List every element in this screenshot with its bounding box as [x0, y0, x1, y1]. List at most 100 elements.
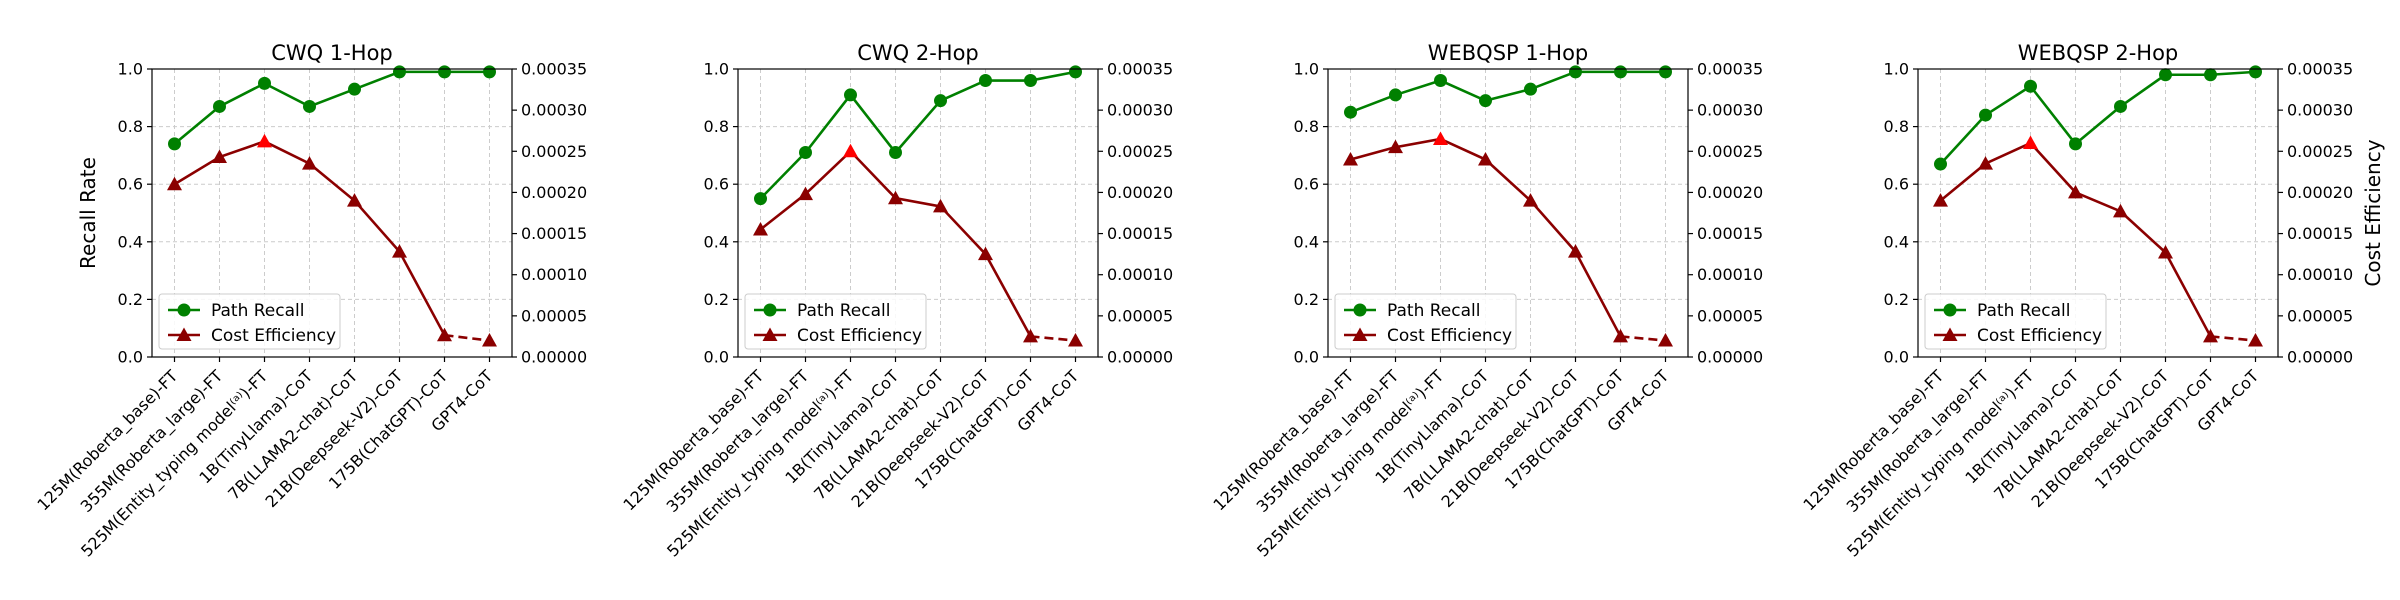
data-point — [1658, 333, 1673, 347]
data-point — [482, 333, 497, 347]
legend-label: Cost Efficiency — [797, 326, 922, 346]
y-tick-label: 1.0 — [1294, 60, 1319, 79]
y-right-tick-label: 0.00000 — [1107, 348, 1173, 367]
series-line — [1350, 70, 1666, 114]
data-point — [2248, 333, 2263, 347]
y-tick-label: 0.0 — [1294, 348, 1319, 367]
x-tick-label: 525M(Entity_typing model⁽ᵃ⁾)-FT — [1253, 366, 1448, 561]
legend-label: Cost Efficiency — [211, 326, 336, 346]
data-point — [1023, 328, 1038, 343]
series-line-dashed — [444, 333, 490, 342]
legend-label: Cost Efficiency — [1387, 326, 1512, 346]
y-right-tick-label: 0.00035 — [1697, 60, 1763, 79]
data-point — [258, 76, 271, 90]
y-right-tick-label: 0.00025 — [1697, 142, 1763, 161]
chart-title: WEBQSP 1-Hop — [1428, 41, 1589, 65]
legend-box — [744, 293, 927, 350]
plot-frame — [151, 68, 513, 358]
data-point — [302, 156, 317, 170]
y-tick-label: 0.8 — [704, 117, 729, 136]
y-right-tick-label: 0.00020 — [1697, 183, 1763, 202]
legend-label: Path Recall — [1387, 301, 1480, 321]
legend-marker — [762, 327, 778, 341]
chart-panel: WEBQSP 2-Hop 0.0 0.2 0.4 0.6 0.8 1.0 0.00000 0.0… — [1799, 41, 2385, 561]
legend: Path Recall Cost Efficiency — [158, 293, 341, 350]
y-right-tick-label: 0.00000 — [1697, 348, 1763, 367]
plot-frame — [1327, 68, 1689, 358]
y-tick-label: 0.0 — [1884, 348, 1909, 367]
data-point — [168, 137, 181, 151]
data-point — [1569, 65, 1582, 79]
y-tick-label: 0.8 — [118, 117, 143, 136]
data-point — [978, 246, 993, 261]
data-point — [798, 186, 813, 201]
data-point — [392, 244, 407, 258]
series-line — [1939, 70, 2256, 165]
data-point — [1068, 333, 1083, 347]
chart-title: CWQ 1-Hop — [271, 41, 393, 65]
y-right-tick-label: 0.00015 — [521, 224, 587, 243]
y-tick-label: 0.2 — [118, 290, 143, 309]
data-point — [438, 65, 451, 79]
data-point — [1434, 74, 1447, 88]
data-point — [393, 65, 406, 79]
chart-title: WEBQSP 2-Hop — [2018, 41, 2179, 65]
y-right-tick-label: 0.00025 — [2287, 142, 2353, 161]
y-right-tick-label: 0.00030 — [1107, 101, 1173, 120]
y-right-tick-label: 0.00000 — [521, 348, 587, 367]
y-right-tick-label: 0.00035 — [2287, 60, 2353, 79]
y-right-tick-label: 0.00015 — [1697, 224, 1763, 243]
data-point — [213, 99, 226, 113]
data-point — [1343, 152, 1358, 166]
y-tick-label: 0.8 — [1294, 117, 1319, 136]
y-tick-label: 0.2 — [1884, 290, 1909, 309]
data-point — [754, 192, 767, 206]
y-right-tick-label: 0.00005 — [2287, 306, 2353, 325]
data-point — [753, 221, 768, 236]
y-right-tick-label: 0.00010 — [2287, 265, 2353, 284]
y-right-tick-label: 0.00020 — [2287, 183, 2353, 202]
y-tick-label: 0.6 — [1884, 175, 1909, 194]
data-point — [1613, 328, 1628, 343]
y-tick-label: 0.4 — [704, 232, 729, 251]
y-tick-label: 0.8 — [1884, 117, 1909, 136]
y-tick-label: 0.4 — [118, 232, 143, 251]
data-point — [2114, 99, 2127, 113]
data-point — [257, 133, 272, 148]
y-right-tick-label: 0.00025 — [521, 142, 587, 161]
y-right-tick-label: 0.00015 — [1107, 224, 1173, 243]
data-point — [347, 193, 362, 207]
legend-marker — [176, 327, 192, 341]
data-point — [2113, 203, 2128, 218]
y-right-axis-label: Cost Efficiency — [2361, 139, 2385, 286]
data-point — [1433, 131, 1448, 145]
y-tick-label: 0.6 — [1294, 175, 1319, 194]
x-tick-label: 525M(Entity_typing model⁽ᵃ⁾)-FT — [663, 366, 858, 561]
series-line — [759, 70, 1076, 200]
data-point — [2023, 135, 2038, 150]
legend-marker — [1943, 303, 1957, 317]
y-right-tick-label: 0.00020 — [1107, 183, 1173, 202]
y-tick-label: 0.4 — [1884, 232, 1909, 251]
data-point — [799, 146, 812, 160]
data-point — [1523, 193, 1538, 207]
legend-label: Path Recall — [1977, 301, 2070, 321]
y-right-tick-label: 0.00010 — [1697, 265, 1763, 284]
data-point — [1478, 152, 1493, 166]
data-point — [1479, 94, 1492, 108]
chart-panel: CWQ 1-Hop 0.0 0.2 0.4 0.6 0.8 1.0 0.00000 0.0000… — [33, 41, 587, 561]
data-point — [2024, 79, 2037, 93]
y-tick-label: 0.2 — [704, 290, 729, 309]
legend-label: Cost Efficiency — [1977, 326, 2102, 346]
y-right-tick-label: 0.00030 — [521, 101, 587, 120]
legend: Path Recall Cost Efficiency — [1334, 293, 1517, 350]
y-right-tick-label: 0.00005 — [521, 306, 587, 325]
y-tick-label: 1.0 — [704, 60, 729, 79]
data-point — [2249, 65, 2262, 79]
data-point — [1568, 244, 1583, 258]
chart-panel: CWQ 2-Hop 0.0 0.2 0.4 0.6 0.8 1.0 0.00000 0.0000… — [619, 41, 1173, 561]
data-point — [934, 94, 947, 108]
y-right-tick-label: 0.00030 — [1697, 101, 1763, 120]
data-point — [437, 327, 452, 342]
